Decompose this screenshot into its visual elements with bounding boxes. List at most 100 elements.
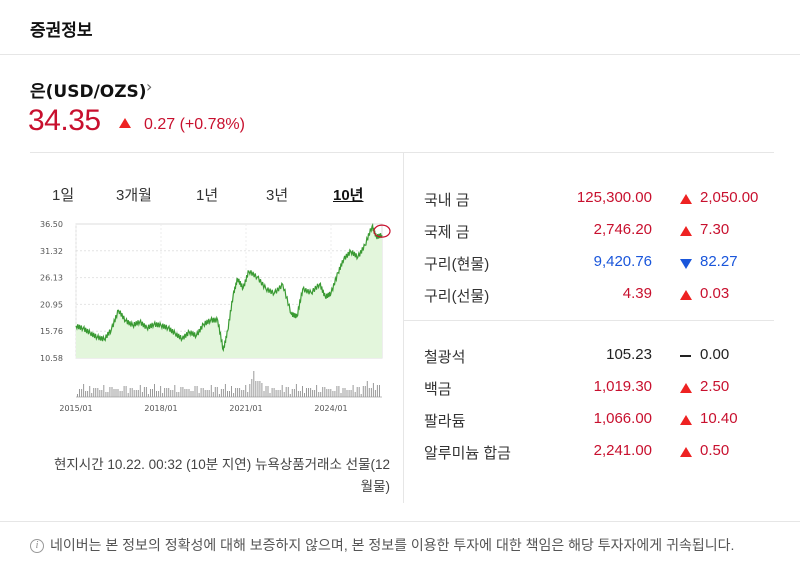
volume-bar (249, 384, 251, 397)
volume-bar (154, 384, 155, 397)
y-tick-label: 26.13 (40, 274, 63, 283)
volume-bar (129, 388, 131, 397)
table-row[interactable]: 팔라듐 1,066.00 10.40 (404, 408, 800, 432)
volume-bar (143, 387, 145, 397)
table-row[interactable]: 알루미늄 합금 2,241.00 0.50 (404, 440, 800, 464)
volume-bar (239, 388, 241, 397)
volume-bar (346, 390, 348, 397)
volume-bar (208, 390, 210, 397)
volume-bar (304, 393, 305, 397)
commodity-name: 철광석 (424, 349, 466, 366)
period-tab-1y[interactable]: 1년 (196, 187, 219, 204)
section-divider (30, 152, 774, 153)
volume-bar (113, 389, 115, 397)
commodity-change: 10.40 (700, 410, 738, 427)
volume-bar (91, 393, 93, 397)
volume-bar (196, 386, 198, 397)
commodity-name: 백금 (424, 381, 452, 398)
volume-bar (97, 388, 99, 397)
commodity-name: 팔라듐 (424, 413, 466, 430)
volume-bar (204, 390, 206, 397)
commodity-price: 125,300.00 (576, 189, 652, 206)
period-tab-1d[interactable]: 1일 (52, 187, 75, 204)
volume-bar (164, 388, 166, 397)
volume-bar (85, 391, 87, 397)
volume-bar (147, 394, 149, 397)
chevron-right-icon[interactable]: › (146, 77, 153, 96)
volume-bar (184, 389, 186, 397)
volume-bar (287, 387, 289, 397)
period-tab-3y[interactable]: 3년 (266, 187, 289, 204)
volume-bar (322, 387, 324, 397)
volume-bar (111, 387, 113, 397)
volume-bar (109, 387, 111, 397)
commodity-price: 2,241.00 (593, 442, 652, 459)
volume-bar (338, 386, 340, 397)
asset-name-link[interactable]: 은(USD/OZS) (30, 82, 147, 102)
volume-bar (178, 392, 180, 397)
table-row[interactable]: 국내 금 125,300.00 2,050.00 (404, 187, 800, 211)
commodity-price: 1,066.00 (593, 410, 652, 427)
commodity-price: 4.39 (622, 285, 652, 302)
volume-bar (210, 385, 212, 397)
up-arrow-icon (680, 226, 692, 236)
volume-bar (275, 390, 277, 397)
volume-bar (158, 391, 160, 397)
table-row[interactable]: 구리(선물) 4.39 0.03 (404, 283, 800, 307)
volume-bar (220, 389, 222, 397)
volume-bar (135, 390, 137, 397)
period-tab-3m[interactable]: 3개월 (116, 187, 152, 204)
commodity-name: 구리(선물) (424, 288, 490, 305)
volume-bar (235, 388, 237, 397)
volume-bar (224, 384, 226, 397)
y-tick-label: 20.95 (40, 300, 63, 309)
volume-bar (194, 386, 196, 397)
volume-bar (370, 388, 372, 397)
volume-bar (93, 388, 95, 397)
volume-bar (356, 387, 358, 397)
volume-bar (137, 390, 139, 397)
volume-bar (334, 391, 336, 397)
period-tab-10y[interactable]: 10년 (333, 187, 364, 204)
volume-bar (188, 389, 190, 397)
volume-bar (312, 390, 314, 397)
volume-bar (253, 371, 255, 397)
title-divider (0, 54, 800, 55)
volume-bar (222, 389, 224, 397)
commodity-change: 0.00 (700, 346, 730, 363)
volume-bar (119, 391, 121, 397)
commodity-price: 2,746.20 (593, 221, 652, 238)
volume-bar (297, 391, 299, 397)
volume-bar (247, 392, 249, 397)
volume-bar (255, 381, 257, 397)
volume-bar (174, 385, 176, 397)
volume-bar (271, 388, 273, 397)
volume-bar (125, 386, 127, 397)
volume-bar (336, 386, 338, 397)
volume-bar (261, 383, 263, 397)
volume-bar (107, 392, 109, 397)
volume-bar (218, 394, 220, 397)
table-row[interactable]: 백금 1,019.30 2.50 (404, 376, 800, 400)
x-tick-label: 2015/01 (59, 404, 92, 413)
volume-bar (350, 390, 352, 397)
volume-bar (237, 388, 239, 397)
volume-bar (170, 390, 172, 397)
volume-bar (176, 392, 178, 397)
table-row[interactable]: 국제 금 2,746.20 7.30 (404, 219, 800, 243)
volume-bar (279, 390, 281, 397)
table-row[interactable]: 구리(현물) 9,420.76 82.27 (404, 251, 800, 275)
disclaimer-divider (0, 521, 800, 522)
volume-bar (168, 388, 170, 397)
disclaimer-text: 네이버는 본 정보의 정확성에 대해 보증하지 않으며, 본 정보를 이용한 투… (50, 537, 735, 553)
volume-bar (202, 388, 204, 397)
volume-bar (214, 387, 216, 397)
volume-bar (314, 390, 316, 397)
table-row[interactable]: 철광석 105.23 0.00 (404, 344, 800, 368)
volume-bar (231, 386, 232, 397)
volume-bar (133, 390, 135, 397)
price-chart[interactable]: 36.50 31.32 26.13 20.95 15.76 10.58 2015/01 20… (40, 216, 392, 416)
commodity-name: 국제 금 (424, 224, 470, 241)
price-line (75, 222, 383, 353)
volume-bar (259, 381, 261, 397)
